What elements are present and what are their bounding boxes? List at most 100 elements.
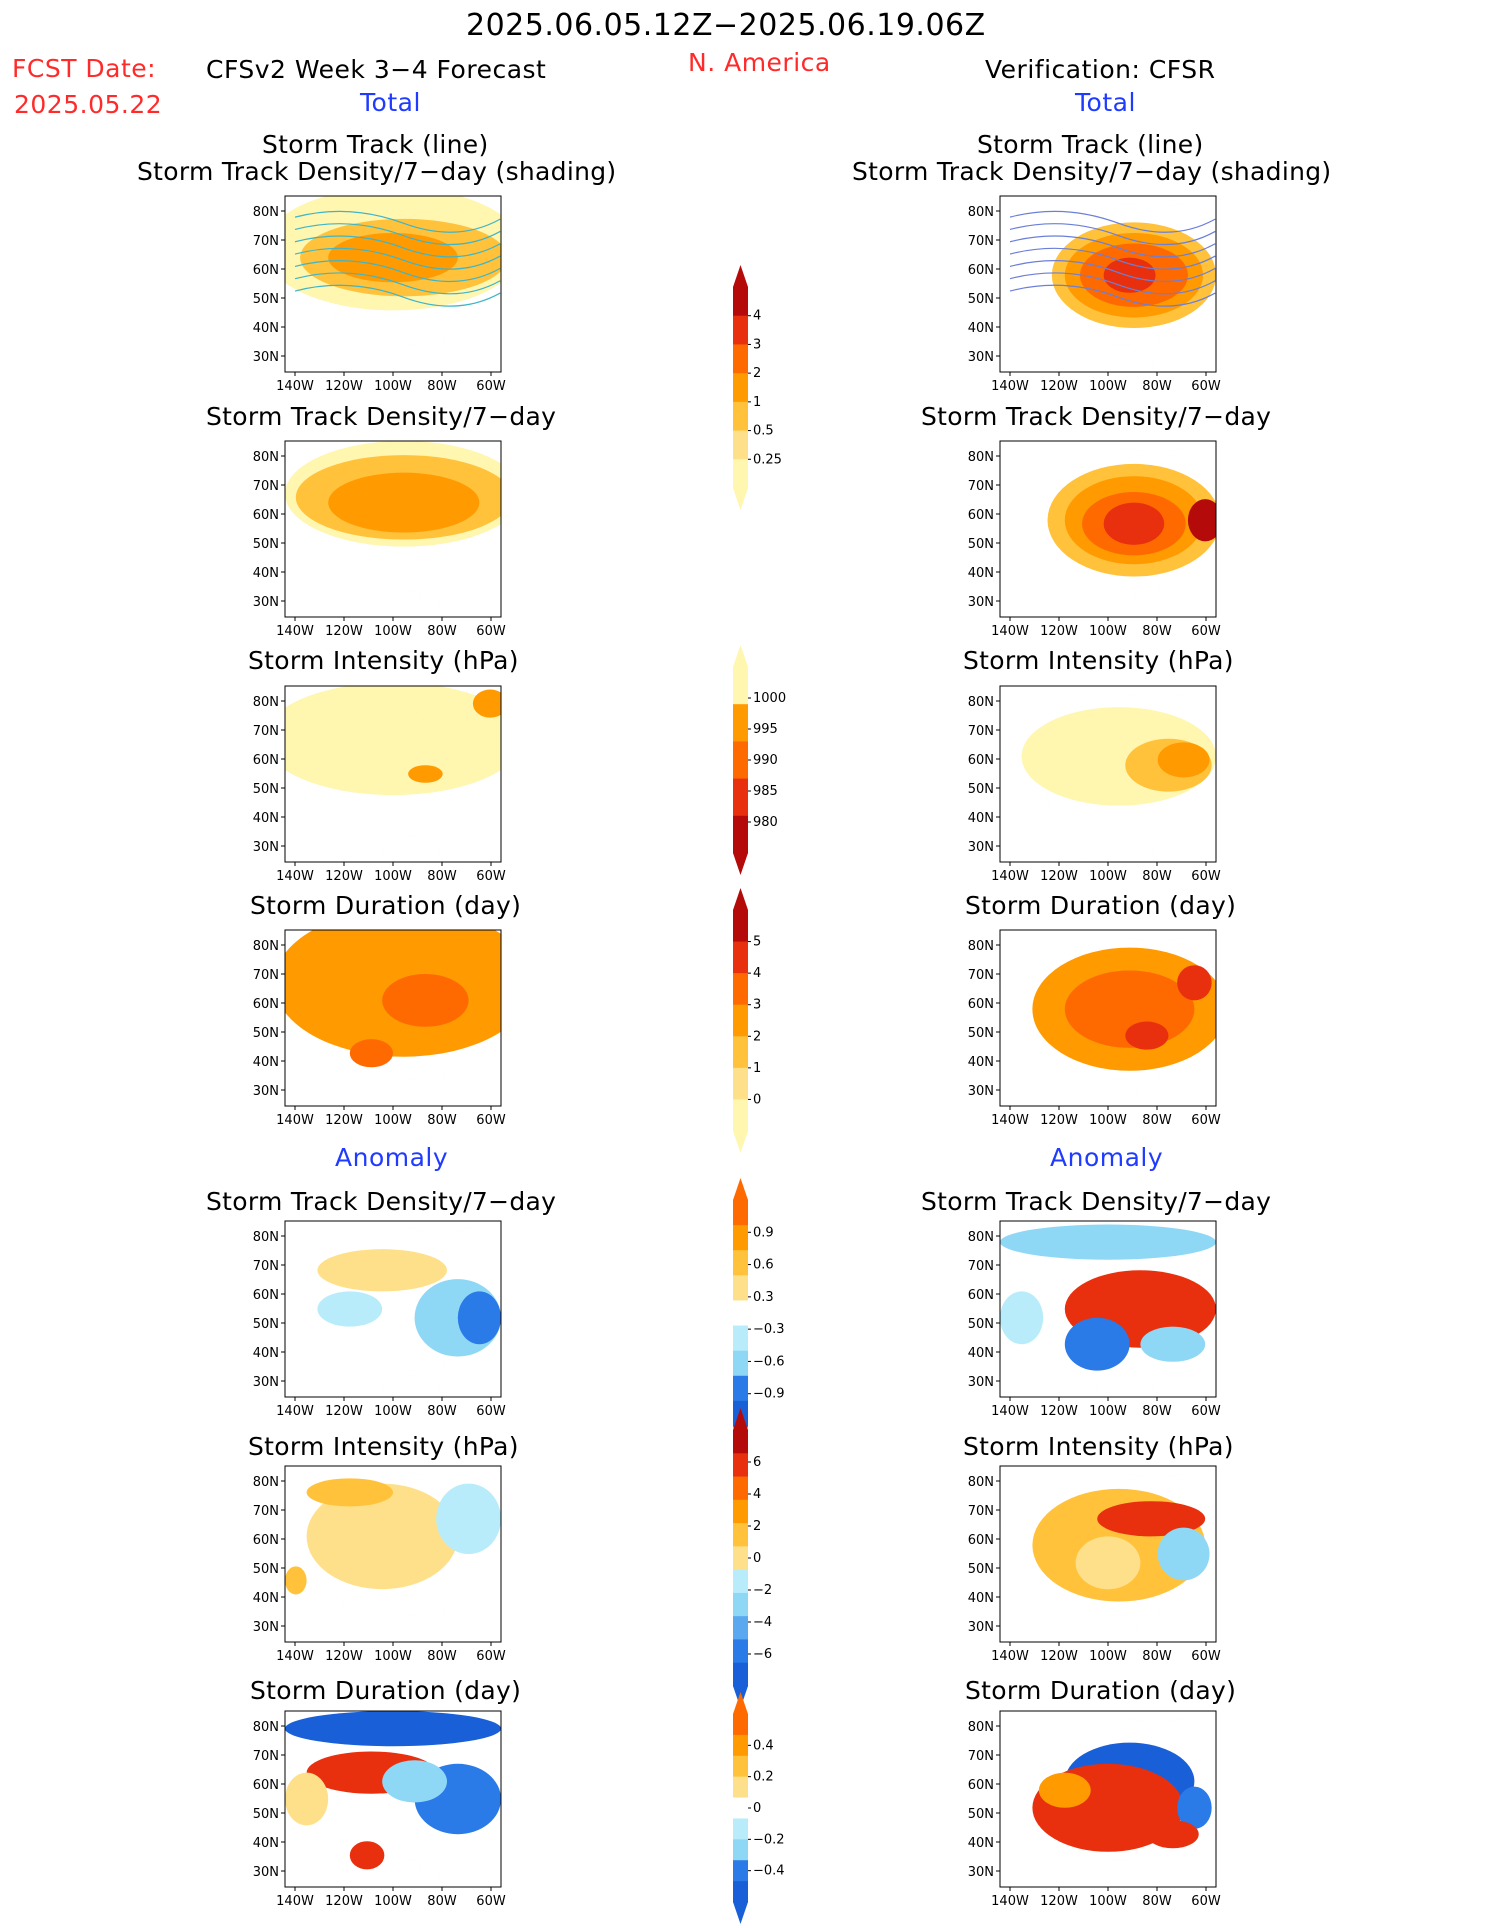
colorbar-label: 3 bbox=[753, 337, 761, 352]
lon-tick-label: 100W bbox=[1089, 624, 1127, 639]
lon-tick-label: 100W bbox=[1089, 1649, 1127, 1664]
map-svg-row1-left: 80N 70N 60N 50N 40N 30N 140W 120W 100W 80W 60W bbox=[253, 195, 506, 394]
lon-tick-label: 140W bbox=[991, 1894, 1029, 1909]
storm-track-line bbox=[294, 272, 501, 295]
map-svg-row7-left: 80N 70N 60N 50N 40N 30N 140W 120W 100W 80W 60W bbox=[253, 1710, 506, 1909]
shading-area bbox=[317, 1249, 447, 1292]
panel-title-duration-left: Storm Duration (day) bbox=[250, 891, 522, 920]
colorbar-label: 1000 bbox=[753, 691, 786, 706]
colorbar-segment bbox=[733, 1860, 748, 1882]
lon-tick-label: 80W bbox=[427, 1649, 457, 1664]
colorbar-label: 995 bbox=[753, 722, 778, 737]
lat-tick-label: 40N bbox=[253, 1591, 279, 1606]
lon-tick-label: 80W bbox=[427, 1894, 457, 1909]
colorbar-label: 1 bbox=[753, 395, 761, 410]
lat-tick-label: 30N bbox=[253, 840, 279, 855]
colorbar-segment bbox=[733, 778, 748, 817]
lon-tick-label: 120W bbox=[325, 869, 363, 884]
colorbar-segment bbox=[733, 1523, 748, 1547]
panel-title-duration-right: Storm Duration (day) bbox=[965, 891, 1237, 920]
colorbar-label: 0 bbox=[753, 1551, 761, 1566]
lon-tick-label: 100W bbox=[1089, 1894, 1127, 1909]
colorbar-segment bbox=[733, 1036, 748, 1069]
colorbar-segment bbox=[733, 1546, 748, 1571]
lat-tick-label: 40N bbox=[253, 1836, 279, 1851]
colorbar-label: −0.2 bbox=[753, 1832, 785, 1847]
lon-tick-label: 60W bbox=[476, 1894, 506, 1909]
anomaly-label-right: Anomaly bbox=[1050, 1143, 1164, 1172]
colorbar-label: 0.9 bbox=[753, 1225, 774, 1240]
map-panel-row6-left: 80N 70N 60N 50N 40N 30N 140W 120W 100W 80W 60W bbox=[225, 1458, 521, 1674]
lat-tick-label: 50N bbox=[253, 292, 279, 307]
lon-tick-label: 120W bbox=[1040, 1404, 1078, 1419]
shading-area bbox=[1187, 499, 1216, 542]
lon-tick-label: 100W bbox=[1089, 1113, 1127, 1128]
colorbar-segment bbox=[733, 344, 748, 374]
lon-tick-label: 120W bbox=[1040, 379, 1078, 394]
colorbar-segment bbox=[733, 1839, 748, 1861]
lat-tick-label: 40N bbox=[253, 321, 279, 336]
lat-tick-label: 50N bbox=[253, 1807, 279, 1822]
lon-tick-label: 120W bbox=[1040, 1649, 1078, 1664]
colorbar-segment bbox=[733, 1592, 748, 1617]
storm-track-line bbox=[1009, 260, 1216, 283]
colorbar-label: 2 bbox=[753, 1519, 761, 1534]
lat-tick-label: 40N bbox=[253, 1055, 279, 1070]
lat-tick-label: 70N bbox=[253, 1259, 279, 1274]
lat-tick-label: 70N bbox=[968, 234, 994, 249]
lon-tick-label: 80W bbox=[427, 869, 457, 884]
lon-tick-label: 120W bbox=[1040, 1113, 1078, 1128]
lat-tick-label: 40N bbox=[968, 1346, 994, 1361]
storm-track-line bbox=[294, 247, 501, 270]
lat-tick-label: 70N bbox=[253, 234, 279, 249]
lat-tick-label: 70N bbox=[253, 968, 279, 983]
lat-tick-label: 70N bbox=[968, 724, 994, 739]
colorbar-segment bbox=[733, 1004, 748, 1037]
lat-tick-label: 60N bbox=[253, 1778, 279, 1793]
colorbar-label: 0.4 bbox=[753, 1738, 774, 1753]
lon-tick-label: 80W bbox=[1142, 379, 1172, 394]
lat-tick-label: 80N bbox=[253, 450, 279, 465]
lon-tick-label: 140W bbox=[991, 869, 1029, 884]
lon-tick-label: 100W bbox=[1089, 1404, 1127, 1419]
lon-tick-label: 80W bbox=[427, 624, 457, 639]
lat-tick-label: 40N bbox=[968, 321, 994, 336]
lon-tick-label: 100W bbox=[374, 1894, 412, 1909]
lon-tick-label: 100W bbox=[374, 1404, 412, 1419]
map-panel-row3-left: 80N 70N 60N 50N 40N 30N 140W 120W 100W 80W 60W bbox=[225, 678, 521, 894]
lat-tick-label: 50N bbox=[968, 1807, 994, 1822]
panel-title-density-anom-right: Storm Track Density/7−day bbox=[921, 1187, 1272, 1216]
lon-tick-label: 120W bbox=[325, 379, 363, 394]
lat-tick-label: 40N bbox=[253, 811, 279, 826]
colorbar-segment bbox=[733, 1881, 748, 1903]
lat-tick-label: 60N bbox=[968, 1288, 994, 1303]
lon-tick-label: 100W bbox=[1089, 379, 1127, 394]
colorbar-label: 3 bbox=[753, 998, 761, 1013]
lon-tick-label: 140W bbox=[991, 624, 1029, 639]
lat-tick-label: 70N bbox=[253, 479, 279, 494]
lon-tick-label: 60W bbox=[1191, 624, 1221, 639]
lat-tick-label: 30N bbox=[968, 595, 994, 610]
colorbar-label: 4 bbox=[753, 309, 761, 324]
lat-tick-label: 30N bbox=[968, 1620, 994, 1635]
lon-tick-label: 60W bbox=[1191, 379, 1221, 394]
map-panel-row1-right: 80N 70N 60N 50N 40N 30N 140W 120W 100W 80W 60W bbox=[940, 188, 1236, 404]
colorbar-density-anom: 0.9 0.6 0.3 −0.3 −0.6 −0.9 bbox=[723, 1178, 813, 1448]
panel-title-track-line-right: Storm Track (line) bbox=[977, 130, 1204, 159]
colorbar-segment bbox=[733, 1662, 748, 1687]
colorbar-segment bbox=[733, 1067, 748, 1100]
lon-tick-label: 60W bbox=[1191, 1649, 1221, 1664]
lat-tick-label: 70N bbox=[253, 724, 279, 739]
lat-tick-label: 30N bbox=[253, 1865, 279, 1880]
colorbar-segment bbox=[733, 1099, 748, 1132]
colorbar-segment bbox=[733, 1325, 748, 1352]
lat-tick-label: 50N bbox=[253, 1562, 279, 1577]
storm-track-line bbox=[1009, 272, 1216, 295]
lon-tick-label: 60W bbox=[1191, 869, 1221, 884]
panel-title-track-line-left: Storm Track (line) bbox=[262, 130, 489, 159]
lat-tick-label: 30N bbox=[253, 1620, 279, 1635]
panel-title-density-left: Storm Track Density/7−day bbox=[206, 402, 557, 431]
colorbar-segment bbox=[733, 1350, 748, 1377]
panel-title-density-right: Storm Track Density/7−day bbox=[921, 402, 1272, 431]
lon-tick-label: 140W bbox=[991, 379, 1029, 394]
